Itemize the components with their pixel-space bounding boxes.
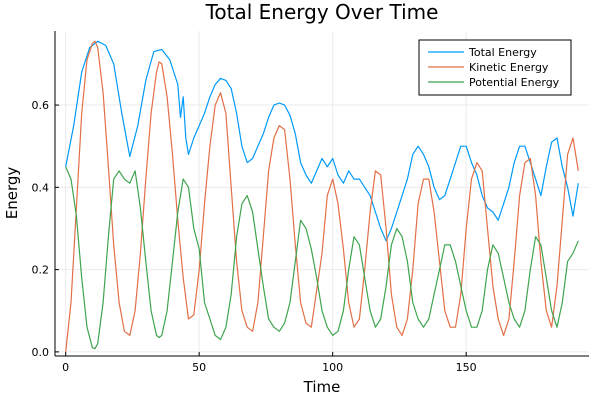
x-tick-label: 50 — [192, 361, 206, 374]
series-line-kinetic-energy — [65, 40, 579, 352]
legend-label-kinetic-energy: Kinetic Energy — [469, 61, 549, 74]
y-axis-label: Energy — [3, 167, 21, 220]
series-line-potential-energy — [65, 166, 579, 350]
chart-title: Total Energy Over Time — [205, 0, 439, 24]
x-tick-label: 100 — [322, 361, 343, 374]
y-tick-label: 0.6 — [32, 99, 50, 112]
tick-labels: 0 50 100 150 0.0 0.2 0.4 0.6 — [32, 99, 477, 374]
legend-label-total-energy: Total Energy — [468, 46, 537, 59]
series-line-total-energy — [65, 40, 579, 242]
y-tick-label: 0.2 — [32, 264, 50, 277]
legend-label-potential-energy: Potential Energy — [469, 76, 560, 89]
x-axis-label: Time — [303, 378, 341, 396]
x-tick-label: 0 — [62, 361, 69, 374]
series-lines — [65, 40, 579, 352]
legend: Total Energy Kinetic Energy Potential En… — [418, 39, 572, 96]
y-tick-label: 0.0 — [32, 346, 50, 359]
axes — [54, 31, 589, 357]
x-tick-label: 150 — [456, 361, 477, 374]
y-tick-label: 0.4 — [32, 181, 50, 194]
